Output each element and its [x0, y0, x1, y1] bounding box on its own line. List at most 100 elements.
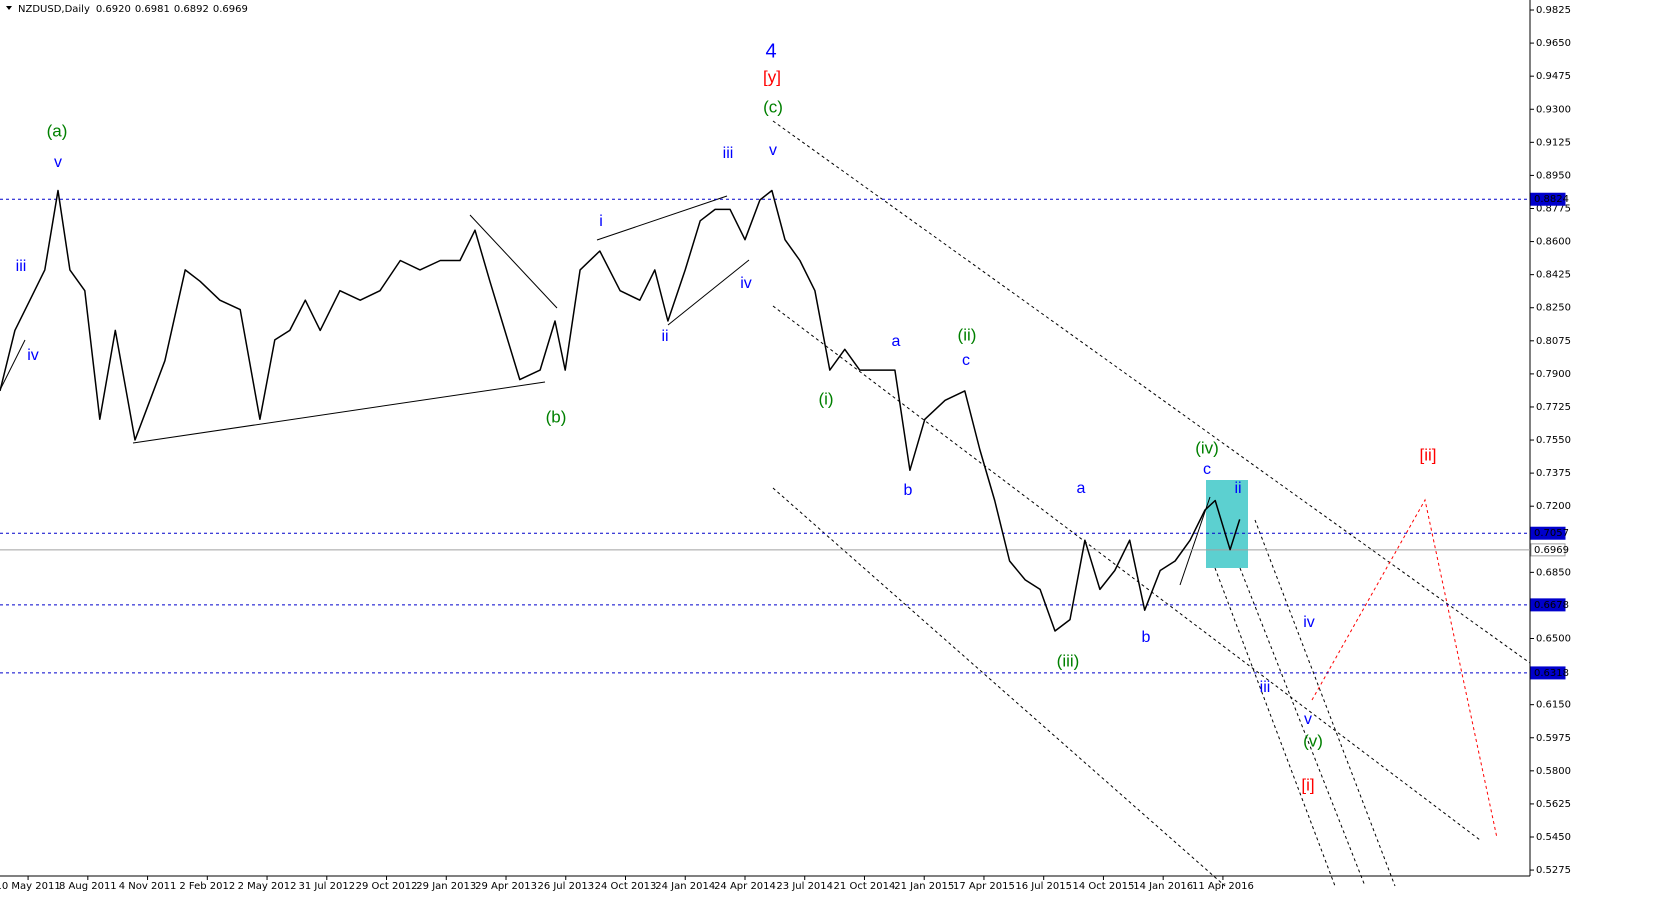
wave-label: 4	[765, 40, 776, 62]
trend-line	[0, 339, 26, 391]
projection-line	[1311, 498, 1498, 839]
channel-line	[772, 487, 1226, 887]
channel-line	[1254, 519, 1396, 887]
wave-label: iv	[740, 275, 752, 292]
y-tick-label: 0.7550	[1536, 435, 1571, 446]
wave-label: c	[1203, 461, 1211, 478]
y-tick-label: 0.6150	[1536, 700, 1571, 711]
x-tick-label: 17 Apr 2015	[953, 881, 1015, 892]
quote-high: 0.6981	[135, 4, 170, 15]
x-tick-label: 2 Feb 2012	[179, 881, 235, 892]
level-tag	[1530, 192, 1566, 206]
y-tick-label: 0.6500	[1536, 634, 1571, 645]
x-tick-label: 29 Apr 2013	[475, 881, 537, 892]
header: NZDUSD,Daily 0.6920 0.6981 0.6892 0.6969	[18, 4, 248, 15]
x-tick-label: 2 May 2012	[238, 881, 297, 892]
wave-label: (c)	[763, 97, 783, 116]
wave-label: b	[904, 482, 913, 499]
wave-label: a	[892, 333, 901, 350]
wave-label: [y]	[763, 67, 781, 86]
x-tick-label: 21 Oct 2014	[834, 881, 896, 892]
price-line	[0, 189, 1241, 632]
x-tick-label: 24 Apr 2014	[714, 881, 776, 892]
level-tag	[1530, 666, 1566, 680]
trend-line	[469, 214, 558, 309]
wave-label: i	[599, 213, 603, 230]
wave-label: iii	[16, 258, 27, 275]
level-label: 0.6969	[1534, 545, 1569, 556]
wave-label: (i)	[818, 389, 833, 408]
level-label: 0.6318	[1534, 668, 1569, 679]
x-tick-label: 10 May 2011	[0, 881, 61, 892]
y-tick-label: 0.7725	[1536, 402, 1571, 413]
wave-label: v	[769, 142, 777, 159]
x-tick-label: 14 Jan 2016	[1133, 881, 1193, 892]
level-label: 0.7057	[1534, 528, 1569, 539]
x-tick-label: 8 Aug 2011	[59, 881, 117, 892]
y-tick-label: 0.6850	[1536, 567, 1571, 578]
wave-label: [i]	[1301, 775, 1314, 794]
quote-low: 0.6892	[174, 4, 209, 15]
y-tick-label: 0.7375	[1536, 468, 1571, 479]
x-tick-label: 24 Oct 2013	[595, 881, 657, 892]
channel-line	[772, 305, 1481, 841]
channel-line	[772, 120, 1531, 664]
y-tick-label: 0.8600	[1536, 237, 1571, 248]
wave-label: c	[962, 352, 970, 369]
quote-open: 0.6920	[96, 4, 131, 15]
wave-label: (iii)	[1057, 651, 1080, 670]
x-tick-label: 23 Jul 2014	[776, 881, 833, 892]
x-tick-label: 16 Jul 2015	[1015, 881, 1072, 892]
drawings	[0, 120, 1531, 887]
wave-label: (b)	[546, 407, 567, 426]
y-tick-label: 0.8425	[1536, 270, 1571, 281]
y-tick-label: 0.5975	[1536, 733, 1571, 744]
trend-line	[132, 381, 546, 444]
level-tag	[1530, 526, 1566, 540]
quote-close: 0.6969	[213, 4, 248, 15]
wave-label: a	[1077, 480, 1086, 497]
trend-line	[596, 195, 728, 241]
wave-label: iii	[1260, 679, 1271, 696]
y-tick-label: 0.9825	[1536, 5, 1571, 16]
x-tick-label: 21 Jan 2015	[894, 881, 954, 892]
y-tick-label: 0.9650	[1536, 38, 1571, 49]
y-tick-label: 0.9475	[1536, 71, 1571, 82]
wave-label: (iv)	[1195, 438, 1219, 457]
level-label: 0.6678	[1534, 600, 1569, 611]
wave-label: ii	[661, 328, 668, 345]
x-tick-label: 11 Apr 2016	[1192, 881, 1254, 892]
y-tick-label: 0.8950	[1536, 170, 1571, 181]
x-tick-label: 24 Jan 2014	[655, 881, 715, 892]
trend-line	[667, 259, 750, 326]
y-tick-label: 0.5275	[1536, 865, 1571, 876]
y-tick-label: 0.8075	[1536, 336, 1571, 347]
wave-label: v	[54, 154, 62, 171]
x-tick-label: 31 Jul 2012	[298, 881, 355, 892]
level-tag	[1530, 543, 1566, 557]
symbol: NZDUSD,Daily	[18, 4, 90, 15]
wave-label: (ii)	[958, 325, 977, 344]
y-tick-label: 0.7200	[1536, 501, 1571, 512]
wave-label: iv	[1303, 614, 1315, 631]
channel-line	[1214, 567, 1336, 887]
x-tick-label: 29 Jan 2013	[416, 881, 476, 892]
wave-label: b	[1142, 629, 1151, 646]
x-tick-label: 4 Nov 2011	[119, 881, 177, 892]
level-tag	[1530, 598, 1566, 612]
x-tick-label: 14 Oct 2015	[1073, 881, 1135, 892]
x-tick-label: 26 Jul 2013	[537, 881, 594, 892]
y-tick-label: 0.5625	[1536, 799, 1571, 810]
y-tick-label: 0.5450	[1536, 832, 1571, 843]
wave-label: iv	[27, 347, 39, 364]
wave-label: [ii]	[1420, 445, 1437, 464]
y-tick-label: 0.7900	[1536, 369, 1571, 380]
header-arrow	[6, 6, 12, 10]
wave-label: v	[1304, 711, 1312, 728]
wave-label: iii	[723, 145, 734, 162]
target-box	[1206, 480, 1248, 568]
level-label: 0.8824	[1534, 194, 1569, 205]
channel-line	[1239, 567, 1366, 887]
